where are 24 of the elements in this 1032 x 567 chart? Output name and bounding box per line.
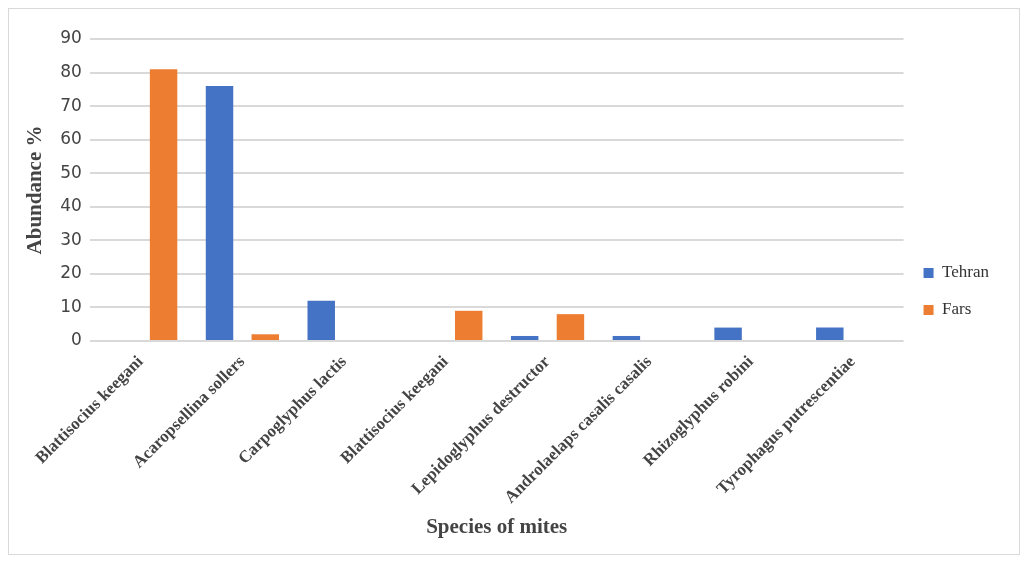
- bar: [454, 310, 483, 340]
- y-axis-title: Abundance %: [22, 125, 47, 255]
- bar: [714, 327, 742, 340]
- y-tick-label: 60: [60, 128, 82, 149]
- bar: [816, 327, 844, 340]
- legend-label: Tehran: [942, 262, 990, 282]
- bar: [251, 334, 280, 340]
- bar: [205, 85, 234, 340]
- bar: [612, 335, 641, 340]
- y-tick-label: 40: [60, 195, 82, 216]
- legend-label: Fars: [942, 299, 972, 319]
- y-tick-label: 10: [60, 295, 82, 316]
- bar: [510, 335, 539, 340]
- y-tick-label: 20: [60, 262, 82, 283]
- y-tick-label: 80: [60, 60, 82, 81]
- bar: [556, 314, 585, 340]
- bar: [307, 300, 335, 340]
- x-axis-title: Species of mites: [426, 513, 568, 538]
- y-tick-label: 50: [60, 161, 82, 182]
- bar: [149, 69, 178, 340]
- y-tick-label: 70: [60, 94, 82, 115]
- y-tick-label: 90: [60, 27, 82, 48]
- y-tick-label: 30: [60, 228, 82, 249]
- y-tick-label: 0: [71, 329, 82, 350]
